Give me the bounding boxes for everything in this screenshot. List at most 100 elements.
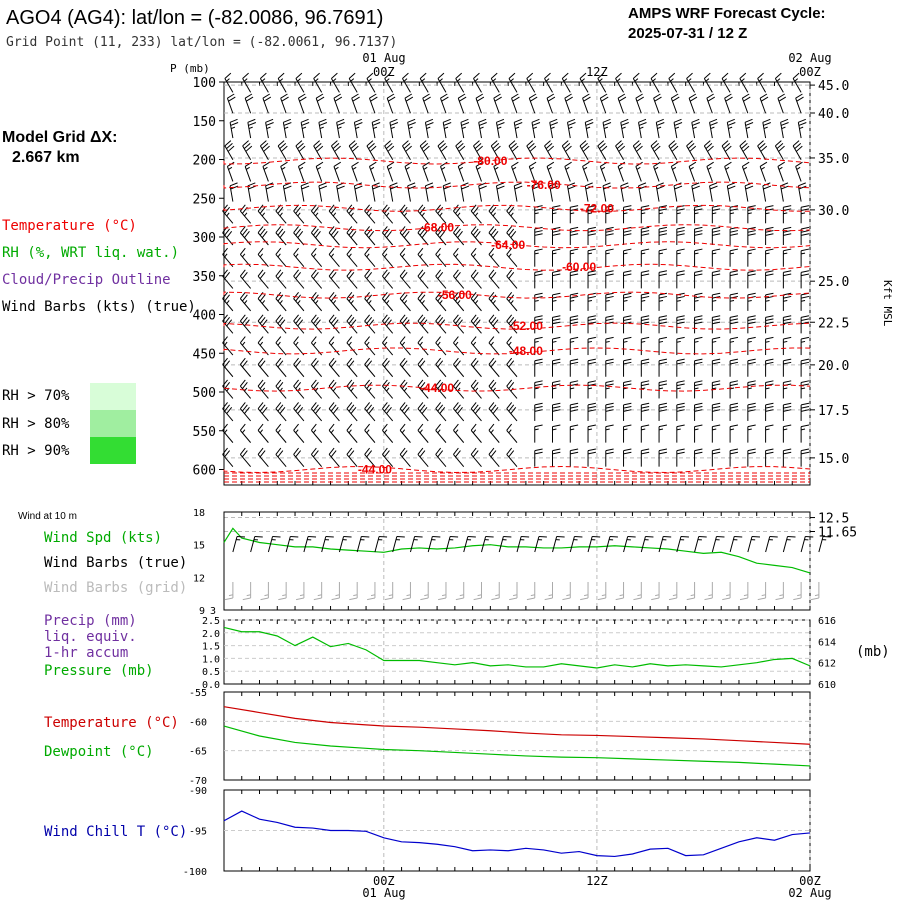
profile-wind-barb (399, 275, 411, 289)
profile-wind-barb (795, 166, 802, 182)
profile-wind-barb-flag (275, 226, 282, 234)
profile-wind-barb (488, 408, 500, 422)
profile-wind-barb-flag (587, 336, 596, 340)
profile-wind-barb (762, 122, 767, 139)
profile-wind-barb-flag (599, 78, 603, 82)
profile-wind-barb-flag (444, 126, 449, 130)
isotherm-line (223, 224, 811, 232)
profile-wind-barb-flag (676, 230, 685, 233)
profile-wind-barb-flag (494, 145, 501, 152)
profile-wind-barb-flag (328, 292, 335, 299)
profile-wind-barb-flag (801, 226, 810, 230)
profile-wind-barb-flag (437, 272, 444, 279)
profile-wind-barb-flag (332, 78, 337, 82)
profile-wind-barb-flag (328, 226, 335, 234)
windchill-y-tick: -100 (183, 867, 207, 878)
wind10-true-barb (534, 536, 540, 553)
profile-wind-barb-flag (386, 300, 390, 304)
profile-wind-barb-flag (242, 429, 246, 434)
profile-wind-barb-flag (778, 145, 785, 152)
profile-wind-barb-flag (470, 314, 477, 322)
pressure-y-tick: 612 (818, 659, 836, 670)
profile-wind-barb-flag (439, 231, 446, 238)
profile-wind-barb-flag (231, 126, 236, 130)
profile-wind-barb-flag (328, 204, 335, 212)
profile-wind-barb-flag (534, 428, 539, 431)
profile-wind-barb-flag (783, 205, 792, 208)
profile-wind-barb (257, 320, 269, 334)
profile-wind-barb-flag (475, 93, 484, 99)
profile-wind-barb-flag (534, 315, 543, 318)
wind10-true-barb (818, 536, 824, 553)
profile-wind-barb-flag (783, 321, 792, 325)
profile-wind-barb (364, 232, 376, 246)
profile-wind-barb-flag (419, 360, 426, 368)
profile-wind-barb-flag (228, 96, 236, 102)
profile-wind-barb (455, 145, 465, 161)
profile-wind-barb-flag (673, 118, 682, 123)
profile-wind-barb-flag (313, 404, 319, 412)
profile-wind-barb (453, 320, 465, 334)
isotherm-line (223, 241, 811, 249)
profile-wind-barb-flag (277, 316, 284, 324)
bottom-tick-label: 00Z (373, 874, 395, 888)
profile-wind-barb-flag (534, 299, 539, 302)
profile-wind-barb-flag (386, 387, 390, 392)
profile-wind-barb-flag (259, 228, 266, 236)
profile-wind-barb (417, 385, 429, 399)
profile-wind-barb (389, 185, 394, 202)
profile-wind-barb (567, 185, 571, 202)
profile-wind-barb-flag (623, 212, 628, 215)
profile-wind-barb-flag (474, 142, 482, 150)
tempdew-y-tick: -70 (189, 776, 207, 787)
profile-wind-barb (275, 342, 287, 356)
profile-wind-barb-flag (641, 318, 650, 322)
profile-wind-barb-flag (564, 93, 572, 99)
profile-wind-barb-flag (694, 248, 703, 252)
profile-wind-barb-flag (741, 78, 745, 82)
profile-wind-barb (242, 78, 252, 93)
p-tick-label: 300 (193, 231, 216, 246)
profile-wind-barb-flag (641, 295, 650, 299)
profile-wind-barb-flag (694, 387, 699, 390)
profile-wind-barb-flag (328, 379, 335, 387)
station-title: AGO4 (AG4): lat/lon = (-82.0086, 96.7691… (6, 7, 383, 29)
profile-wind-barb (384, 145, 394, 161)
profile-wind-barb (488, 430, 500, 443)
wind10-grid-barb-flag (526, 597, 535, 601)
profile-wind-barb-flag (729, 318, 739, 322)
profile-wind-barb-flag (570, 226, 579, 230)
profile-wind-barb-flag (441, 96, 449, 102)
profile-wind-barb-flag (453, 379, 459, 387)
profile-wind-barb-flag (244, 300, 248, 304)
profile-wind-barb-flag (780, 185, 789, 190)
profile-wind-barb (460, 122, 465, 139)
wind10-grid-barb-flag (633, 597, 642, 601)
pressure-y-tick: 610 (818, 680, 836, 691)
wind10-grid-barb-flag (548, 594, 553, 597)
profile-wind-barb-flag (388, 96, 396, 102)
precip-y-tick: 2.5 (202, 616, 220, 627)
profile-wind-barb-flag (729, 321, 739, 325)
profile-wind-barb-flag (605, 380, 614, 383)
profile-wind-barb-flag (712, 270, 721, 273)
profile-wind-barb-flag (490, 450, 497, 458)
profile-wind-barb (346, 364, 358, 378)
profile-wind-barb-flag (747, 208, 756, 211)
isotherm-line (223, 347, 811, 355)
profile-wind-barb (797, 185, 802, 202)
profile-wind-barb-flag (605, 299, 610, 302)
profile-wind-barb-flag (455, 228, 461, 236)
profile-wind-barb-flag (781, 126, 786, 130)
profile-wind-barb-flag (262, 161, 270, 167)
profile-wind-barb-flag (245, 166, 250, 170)
profile-wind-barb-flag (224, 450, 230, 458)
profile-wind-barb-flag (473, 140, 480, 147)
profile-wind-barb (453, 210, 465, 224)
profile-wind-barb-flag (617, 93, 626, 99)
profile-wind-barb (795, 98, 802, 114)
wind10-y-tick: 15 (193, 541, 205, 552)
profile-wind-barb-flag (550, 122, 558, 126)
profile-wind-barb-flag (694, 358, 703, 362)
profile-wind-barb-flag (275, 269, 282, 277)
